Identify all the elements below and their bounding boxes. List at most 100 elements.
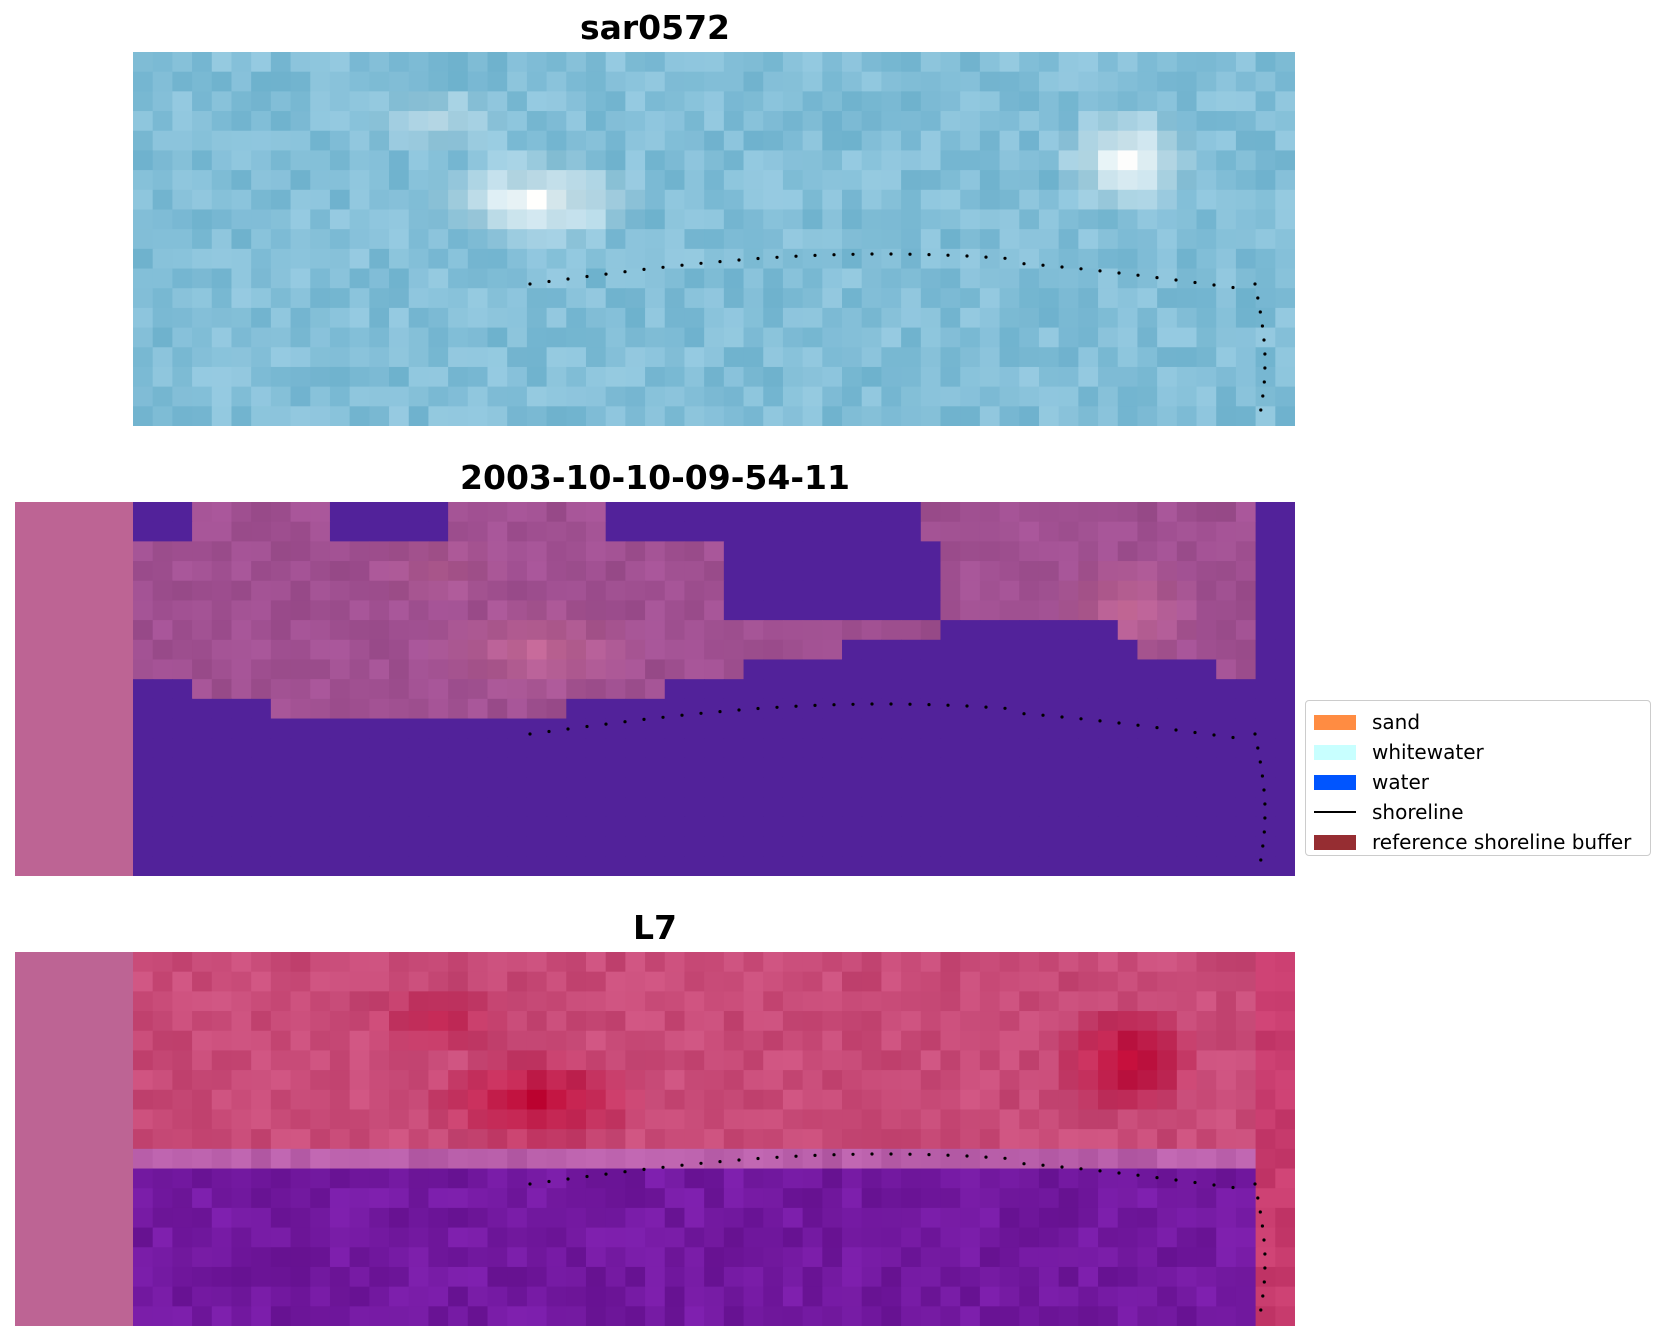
class-pixel <box>822 816 843 838</box>
class-pixel <box>782 797 804 818</box>
class-pixel <box>389 777 410 798</box>
shoreline-point <box>1136 723 1140 727</box>
image-pixel <box>152 307 173 329</box>
index-pixel <box>999 1266 1020 1288</box>
class-pixel <box>1216 639 1237 661</box>
image-pixel <box>763 71 784 92</box>
image-pixel <box>782 288 804 309</box>
index-pixel <box>251 1070 272 1091</box>
index-pixel <box>1196 1207 1217 1229</box>
index-pixel <box>192 1089 213 1111</box>
image-pixel <box>842 327 863 348</box>
index-pixel <box>704 991 725 1012</box>
index-pixel <box>1235 1129 1257 1150</box>
index-pixel <box>231 1148 252 1170</box>
index-pixel <box>822 1188 843 1209</box>
index-pixel <box>290 1030 311 1052</box>
class-pixel <box>526 738 548 759</box>
index-pixel <box>192 1129 213 1150</box>
index-pixel <box>428 1148 449 1170</box>
index-pixel <box>1235 1168 1257 1189</box>
image-pixel <box>310 130 331 152</box>
image-pixel <box>743 268 764 289</box>
image-pixel <box>782 71 804 92</box>
class-pixel <box>901 698 922 720</box>
class-pixel <box>782 856 804 876</box>
class-pixel <box>467 777 489 798</box>
index-pixel <box>192 1286 213 1307</box>
index-pixel <box>901 1266 922 1288</box>
index-pixel <box>231 1109 252 1130</box>
image-pixel <box>1137 366 1158 388</box>
index-pixel <box>1098 1286 1119 1307</box>
class-pixel <box>133 856 154 876</box>
image-pixel <box>704 130 725 152</box>
class-pixel <box>1235 600 1257 621</box>
index-pixel <box>310 1188 331 1209</box>
class-pixel <box>526 561 548 582</box>
class-pixel <box>467 580 489 602</box>
image-pixel <box>1098 347 1119 368</box>
class-pixel <box>861 639 882 661</box>
index-pixel <box>448 1011 469 1032</box>
class-pixel <box>763 816 784 838</box>
class-pixel <box>349 580 370 602</box>
class-pixel <box>231 580 252 602</box>
shoreline-point <box>1262 830 1266 834</box>
class-pixel <box>1275 659 1295 680</box>
image-pixel <box>349 91 370 112</box>
image-pixel <box>152 229 173 250</box>
shoreline-point <box>927 703 931 707</box>
class-pixel <box>389 836 410 857</box>
index-pixel <box>389 1247 410 1268</box>
image-pixel <box>389 386 410 407</box>
image-pixel <box>211 386 233 407</box>
image-pixel <box>1216 150 1237 171</box>
image-pixel <box>389 91 410 112</box>
class-pixel <box>448 836 469 857</box>
class-pixel <box>723 777 745 798</box>
image-pixel <box>625 189 646 211</box>
class-pixel <box>467 679 489 700</box>
image-pixel <box>605 229 626 250</box>
image-pixel <box>546 150 567 171</box>
index-pixel <box>1137 1050 1158 1071</box>
image-pixel <box>743 71 764 92</box>
index-pixel <box>526 1286 548 1307</box>
class-pixel <box>723 797 745 818</box>
class-pixel <box>1019 718 1040 739</box>
class-pixel <box>1019 639 1040 661</box>
image-pixel <box>211 307 233 329</box>
class-pixel <box>231 797 252 818</box>
index-pixel <box>211 1227 233 1248</box>
index-pixel <box>1157 1030 1178 1052</box>
image-pixel <box>1019 406 1040 426</box>
index-pixel <box>802 1188 823 1209</box>
index-image <box>15 952 1295 1326</box>
image-pixel <box>192 170 213 191</box>
image-pixel <box>310 347 331 368</box>
index-pixel <box>1137 1030 1158 1052</box>
class-pixel <box>704 659 725 680</box>
index-pixel <box>270 1030 292 1052</box>
class-pixel <box>802 698 823 720</box>
class-pixel <box>723 521 745 542</box>
class-pixel <box>546 856 567 876</box>
image-pixel <box>329 386 351 407</box>
class-pixel <box>585 698 607 720</box>
index-pixel <box>743 1109 764 1130</box>
image-pixel <box>625 386 646 407</box>
index-pixel <box>625 1227 646 1248</box>
image-pixel <box>1196 91 1217 112</box>
image-pixel <box>329 209 351 230</box>
image-pixel <box>1235 209 1257 230</box>
class-pixel <box>487 521 508 542</box>
class-pixel <box>369 797 390 818</box>
image-pixel <box>1137 327 1158 348</box>
image-pixel <box>290 366 311 388</box>
image-pixel <box>389 189 410 211</box>
index-pixel <box>133 1129 154 1150</box>
image-pixel <box>1176 150 1198 171</box>
index-pixel <box>526 1129 548 1150</box>
class-pixel <box>763 836 784 857</box>
